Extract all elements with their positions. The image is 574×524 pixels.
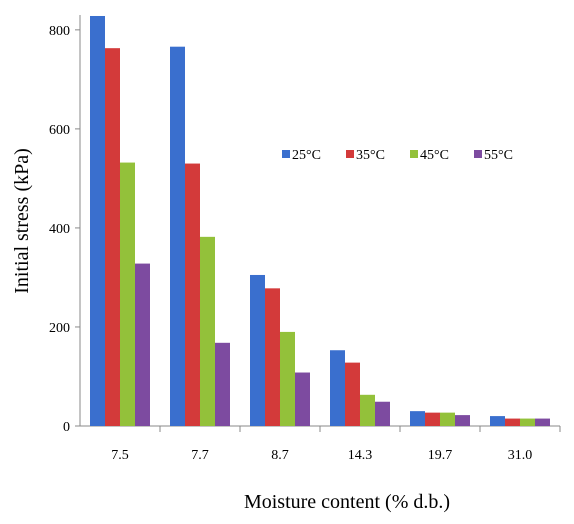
- y-tick-label: 0: [63, 420, 70, 435]
- bar: [185, 163, 200, 427]
- bar: [265, 288, 280, 426]
- legend-swatch: [346, 150, 354, 158]
- x-tick-label: 14.3: [348, 448, 373, 463]
- legend-swatch: [282, 150, 290, 158]
- y-axis-title: Initial stress (kPa): [11, 148, 33, 294]
- bar: [200, 236, 215, 426]
- y-tick-label: 600: [49, 123, 70, 138]
- bar: [440, 412, 455, 426]
- x-tick-label: 19.7: [428, 448, 453, 463]
- bar: [490, 416, 505, 426]
- bar: [360, 394, 375, 426]
- x-tick-label: 8.7: [271, 448, 289, 463]
- bar: [250, 274, 265, 426]
- bar: [105, 48, 120, 426]
- bar: [295, 372, 310, 426]
- x-tick-label: 31.0: [508, 448, 533, 463]
- bar: [410, 411, 425, 426]
- bar: [505, 418, 520, 426]
- legend-label: 25°C: [292, 148, 321, 163]
- bar: [345, 362, 360, 426]
- bar: [280, 331, 295, 426]
- x-tick-label: 7.5: [111, 448, 129, 463]
- legend-label: 55°C: [484, 148, 513, 163]
- x-axis-ticks: 7.5 7.7 8.7 14.3 19.7 31.0: [111, 426, 561, 463]
- legend-swatch: [410, 150, 418, 158]
- bar: [135, 263, 150, 426]
- x-tick-label: 7.7: [191, 448, 209, 463]
- legend-label: 45°C: [420, 148, 449, 163]
- y-tick-label: 400: [49, 222, 70, 237]
- bar: [215, 342, 230, 426]
- legend-label: 35°C: [356, 148, 385, 163]
- bar: [90, 15, 105, 427]
- bar: [520, 418, 535, 426]
- y-axis-ticks: 0 200 400 600 800: [49, 24, 80, 435]
- bar: [375, 401, 390, 426]
- y-tick-label: 800: [49, 24, 70, 39]
- bar: [455, 415, 470, 426]
- y-tick-label: 200: [49, 321, 70, 336]
- bars-group: [90, 15, 550, 427]
- bar: [170, 46, 185, 427]
- x-axis-title: Moisture content (% d.b.): [244, 491, 450, 513]
- bar: [330, 350, 345, 426]
- bar: [120, 162, 135, 427]
- legend-swatch: [474, 150, 482, 158]
- legend: 25°C 35°C 45°C 55°C: [282, 148, 513, 163]
- bar: [425, 412, 440, 426]
- bar: [535, 418, 550, 426]
